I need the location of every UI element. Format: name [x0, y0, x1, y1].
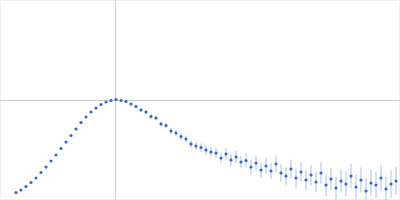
- point: [349, 174, 352, 177]
- point: [279, 171, 282, 174]
- point: [324, 183, 327, 186]
- point: [239, 160, 242, 163]
- point: [174, 131, 177, 134]
- point: [109, 99, 112, 102]
- point: [179, 135, 182, 138]
- point: [224, 152, 227, 155]
- point: [249, 165, 252, 168]
- point: [154, 116, 157, 119]
- point: [334, 186, 337, 189]
- point: [129, 102, 132, 105]
- point: [304, 178, 307, 181]
- point: [194, 144, 197, 147]
- point: [139, 108, 142, 111]
- point: [149, 115, 152, 118]
- point: [219, 156, 222, 159]
- point: [34, 176, 37, 179]
- point: [29, 181, 32, 184]
- point: [329, 177, 332, 180]
- point: [369, 181, 372, 184]
- data-group: [14, 98, 397, 200]
- point: [189, 142, 192, 145]
- point: [384, 187, 387, 190]
- point: [274, 162, 277, 165]
- point: [159, 122, 162, 125]
- point: [69, 134, 72, 137]
- point: [339, 179, 342, 182]
- chart: [0, 0, 400, 200]
- point: [269, 169, 272, 172]
- point: [254, 161, 257, 164]
- point: [209, 150, 212, 153]
- point: [214, 151, 217, 154]
- plot-frame: [1, 1, 400, 200]
- point: [354, 185, 357, 188]
- point: [79, 121, 82, 124]
- point: [94, 106, 97, 109]
- point: [379, 176, 382, 179]
- point: [234, 155, 237, 158]
- point: [359, 178, 362, 181]
- point: [244, 159, 247, 162]
- point: [64, 140, 67, 143]
- grid-line: [0, 100, 400, 101]
- point: [39, 171, 42, 174]
- point: [99, 103, 102, 106]
- point: [89, 110, 92, 113]
- point: [74, 127, 77, 130]
- point: [229, 158, 232, 161]
- point: [24, 185, 27, 188]
- point: [284, 174, 287, 177]
- point: [134, 105, 137, 108]
- point: [264, 164, 267, 167]
- point: [259, 168, 262, 171]
- point: [389, 182, 392, 185]
- point: [309, 173, 312, 176]
- point: [14, 191, 17, 194]
- point: [184, 137, 187, 140]
- point: [394, 179, 397, 182]
- point: [299, 170, 302, 173]
- point: [104, 100, 107, 103]
- error-bar: [366, 178, 367, 200]
- point: [289, 167, 292, 170]
- point: [169, 129, 172, 132]
- point: [49, 159, 52, 162]
- point: [119, 99, 122, 102]
- point: [44, 165, 47, 168]
- point: [374, 183, 377, 186]
- point: [344, 182, 347, 185]
- point: [84, 115, 87, 118]
- point: [204, 148, 207, 151]
- point: [364, 189, 367, 192]
- point: [319, 171, 322, 174]
- point: [199, 146, 202, 149]
- point: [124, 100, 127, 103]
- point: [19, 188, 22, 191]
- point: [294, 176, 297, 179]
- point: [144, 110, 147, 113]
- point: [164, 124, 167, 127]
- point: [59, 147, 62, 150]
- point: [114, 98, 117, 101]
- point: [314, 180, 317, 183]
- point: [54, 153, 57, 156]
